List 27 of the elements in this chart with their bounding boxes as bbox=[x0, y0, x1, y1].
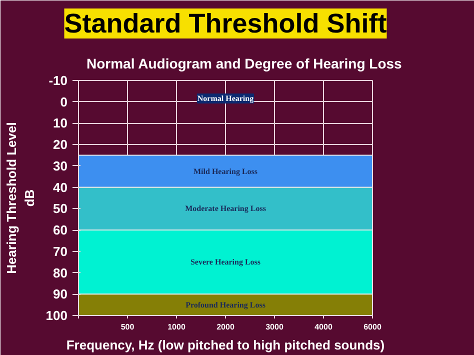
x-tick-label: 2000 bbox=[216, 322, 235, 332]
y-axis-title: Hearing Threshold Level dB bbox=[4, 122, 37, 274]
chart-title: Standard Threshold Shift bbox=[64, 8, 387, 38]
y-tick-label: 10 bbox=[53, 116, 68, 131]
y-tick-label: 50 bbox=[53, 201, 68, 216]
annotation: Normal Hearing bbox=[197, 94, 254, 103]
y-tick-label: 80 bbox=[53, 265, 68, 280]
x-tick-label: 4000 bbox=[314, 322, 333, 332]
y-tick-label: 40 bbox=[53, 180, 68, 195]
band-label: Profound Hearing Loss bbox=[186, 300, 266, 310]
y-tick-label: 70 bbox=[53, 244, 68, 259]
band-label: Mild Hearing Loss bbox=[194, 166, 258, 176]
y-tick-label: -10 bbox=[48, 73, 68, 88]
band-label: Severe Hearing Loss bbox=[190, 258, 261, 267]
x-tick-label: 1000 bbox=[168, 322, 186, 332]
y-tick-label: 20 bbox=[53, 137, 68, 152]
x-tick-label: 3000 bbox=[266, 322, 284, 332]
y-tick-label: 90 bbox=[53, 286, 68, 302]
band-label: Moderate Hearing Loss bbox=[185, 204, 266, 214]
y-tick-label: 60 bbox=[53, 222, 68, 238]
y-tick-label: 100 bbox=[46, 308, 68, 323]
x-axis-title: Frequency, Hz (low pitched to high pitched sounds) bbox=[66, 338, 385, 352]
chart-subtitle: Normal Audiogram and Degree of Hearing Loss bbox=[86, 56, 402, 72]
x-tick-label: 6000 bbox=[364, 322, 382, 332]
y-tick-label: 30 bbox=[53, 158, 68, 174]
x-tick-label: 500 bbox=[120, 322, 135, 332]
y-tick-label: 0 bbox=[60, 94, 68, 110]
